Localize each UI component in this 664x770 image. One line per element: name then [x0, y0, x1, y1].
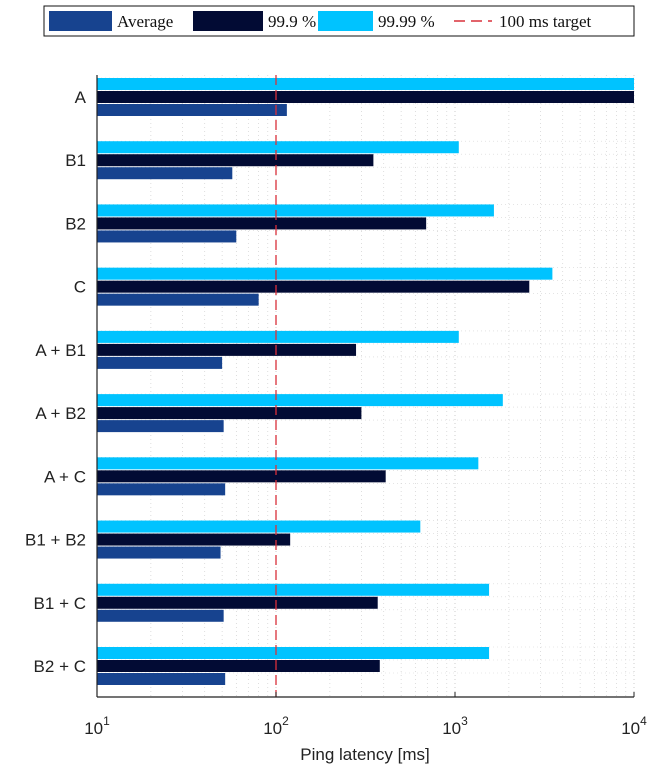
legend-label-99-9: 99.9 %: [268, 12, 316, 31]
bar-average-a: [97, 104, 287, 116]
category-labels: A B1 B2 C A + B1 A + B2 A + C B1 + B2 B1 + C B2 +…: [25, 88, 87, 676]
category-label-a: A: [75, 88, 87, 107]
bar-average-b1-b2: [97, 546, 221, 559]
category-label-b1-c: B1 + C: [34, 594, 86, 613]
x-tick-label: 102: [263, 714, 289, 738]
bar-99-99-a-c: [97, 457, 479, 470]
bar-99-9-c: [97, 280, 530, 293]
x-tick-label: 101: [84, 714, 110, 738]
bar-99-9-a-b1: [97, 343, 357, 356]
category-label-b1-b2: B1 + B2: [25, 531, 86, 550]
legend-swatch-99-9: [193, 11, 263, 31]
bar-average-b1: [97, 167, 233, 180]
category-label-c: C: [74, 278, 86, 297]
category-label-a-b2: A + B2: [35, 404, 86, 423]
bar-average-b2: [97, 230, 237, 243]
bar-99-9-b1-b2: [97, 533, 291, 546]
bar-average-b1-c: [97, 609, 224, 622]
legend-swatch-average: [49, 11, 112, 31]
bar-average-c: [97, 293, 259, 306]
bar-99-9-b1-c: [97, 596, 378, 609]
category-label-b1: B1: [65, 151, 86, 170]
x-tick-label: 103: [442, 714, 468, 738]
bar-99-99-a-b1: [97, 330, 459, 343]
bar-average-a-b1: [97, 356, 223, 369]
bar-99-9-a-c: [97, 470, 386, 483]
bar-average-a-b2: [97, 420, 224, 433]
bar-99-99-b1: [97, 141, 459, 154]
legend-label-target: 100 ms target: [499, 12, 592, 31]
bar-99-9-b2: [97, 217, 427, 230]
bar-99-9-a-b2: [97, 407, 362, 420]
bar-average-a-c: [97, 483, 226, 496]
category-label-a-c: A + C: [44, 467, 86, 486]
x-tick-label: 104: [621, 714, 647, 738]
bar-average-b2-c: [97, 673, 226, 685]
bar-99-99-c: [97, 267, 553, 280]
legend-label-average: Average: [117, 12, 173, 31]
bar-99-99-b2: [97, 204, 494, 217]
x-tick-labels: 101 102 103 104: [84, 692, 647, 738]
bar-99-9-b2-c: [97, 660, 380, 672]
bars: [97, 78, 634, 685]
bar-99-99-b2-c: [97, 647, 490, 659]
bar-99-99-a: [97, 78, 634, 90]
bar-99-99-a-b2: [97, 394, 503, 407]
bar-99-99-b1-c: [97, 583, 490, 596]
category-label-a-b1: A + B1: [35, 341, 86, 360]
axes: [96, 75, 634, 698]
legend-label-99-99: 99.99 %: [378, 12, 435, 31]
category-label-b2: B2: [65, 214, 86, 233]
x-axis-title: Ping latency [ms]: [300, 745, 429, 764]
bar-99-99-b1-b2: [97, 520, 421, 533]
bar-99-9-b1: [97, 154, 374, 167]
legend: Average 99.9 % 99.99 % 100 ms target: [43, 5, 635, 37]
category-label-b2-c: B2 + C: [34, 657, 86, 676]
bar-99-9-a: [97, 91, 634, 103]
legend-swatch-99-99: [318, 11, 373, 31]
